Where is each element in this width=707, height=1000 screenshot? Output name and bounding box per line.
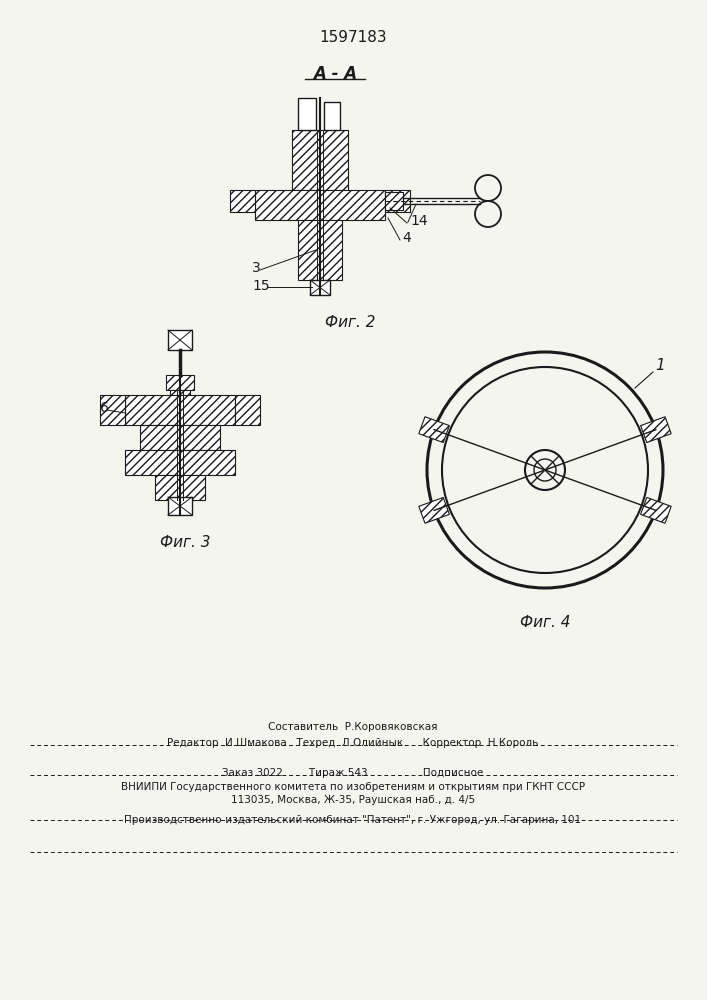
Polygon shape [255, 190, 385, 220]
Polygon shape [100, 395, 125, 425]
Text: 4: 4 [402, 231, 411, 245]
Text: 1: 1 [655, 358, 665, 373]
Polygon shape [235, 395, 260, 425]
Text: ВНИИПИ Государственного комитета по изобретениям и открытиям при ГКНТ СССР: ВНИИПИ Государственного комитета по изоб… [121, 782, 585, 792]
Polygon shape [168, 330, 192, 350]
Text: 15: 15 [252, 279, 269, 293]
Text: 113035, Москва, Ж-35, Раушская наб., д. 4/5: 113035, Москва, Ж-35, Раушская наб., д. … [231, 795, 475, 805]
Text: Фиг. 4: Фиг. 4 [520, 615, 571, 630]
Polygon shape [419, 417, 450, 443]
Polygon shape [166, 375, 194, 390]
Text: Производственно-издательский комбинат "Патент", г. Ужгород, ул. Гагарина, 101: Производственно-издательский комбинат "П… [124, 815, 582, 825]
Polygon shape [155, 475, 205, 500]
Polygon shape [310, 280, 330, 295]
Polygon shape [292, 130, 348, 190]
Text: 1597183: 1597183 [319, 30, 387, 45]
Polygon shape [168, 497, 192, 515]
Polygon shape [170, 390, 190, 400]
Text: A - A: A - A [313, 65, 357, 83]
Text: Фиг. 3: Фиг. 3 [160, 535, 210, 550]
Polygon shape [230, 190, 255, 212]
Text: 3: 3 [252, 261, 261, 275]
Polygon shape [324, 102, 340, 130]
Polygon shape [641, 417, 671, 443]
Text: 6: 6 [100, 401, 109, 415]
Polygon shape [125, 450, 235, 475]
Text: Фиг. 2: Фиг. 2 [325, 315, 375, 330]
Text: 14: 14 [410, 214, 428, 228]
Polygon shape [419, 497, 450, 523]
Polygon shape [298, 220, 342, 280]
Polygon shape [385, 192, 403, 210]
Text: Редактор  И.Шмакова   Техред  Л.Олийнык      Корректор  Н.Король: Редактор И.Шмакова Техред Л.Олийнык Корр… [168, 738, 539, 748]
Polygon shape [125, 395, 235, 425]
Polygon shape [641, 497, 671, 523]
Polygon shape [385, 190, 410, 212]
Polygon shape [298, 98, 316, 130]
Polygon shape [140, 425, 220, 450]
Text: Заказ 3022        Тираж 543                 Подписное: Заказ 3022 Тираж 543 Подписное [223, 768, 484, 778]
Text: Составитель  Р.Коровяковская: Составитель Р.Коровяковская [268, 722, 438, 732]
